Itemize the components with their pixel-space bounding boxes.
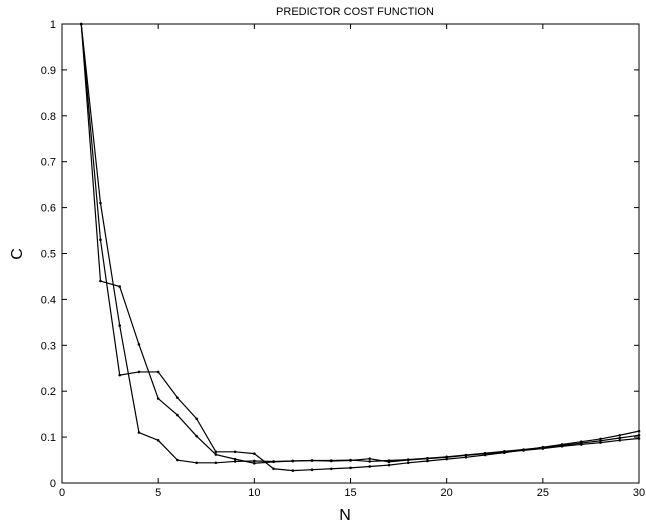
y-axis-label: C bbox=[9, 248, 26, 260]
data-point bbox=[291, 469, 295, 472]
data-point bbox=[464, 454, 468, 457]
data-point bbox=[368, 457, 372, 460]
data-point bbox=[176, 458, 179, 462]
data-point bbox=[99, 279, 102, 283]
data-point bbox=[137, 370, 141, 374]
data-point bbox=[560, 443, 564, 446]
data-point bbox=[599, 441, 602, 444]
data-point bbox=[426, 459, 429, 463]
y-axis: 0 0.1 0.2 0.3 0.4 0.5 0.6 0.7 0.8 0.9 1 bbox=[41, 19, 639, 490]
data-point bbox=[464, 455, 468, 459]
data-point bbox=[176, 396, 179, 399]
series-line-1 bbox=[80, 23, 640, 464]
y-tick-label: 0.7 bbox=[41, 157, 56, 169]
data-point bbox=[618, 433, 622, 437]
x-tick-label: 20 bbox=[441, 487, 453, 499]
data-point bbox=[195, 434, 198, 438]
x-tick-label: 0 bbox=[59, 487, 65, 499]
x-axis-label: N bbox=[339, 507, 351, 523]
data-point bbox=[329, 467, 333, 471]
data-point bbox=[618, 436, 622, 440]
data-point bbox=[426, 457, 429, 460]
x-axis: 0 5 10 15 20 25 30 bbox=[59, 24, 645, 499]
data-point bbox=[599, 437, 602, 441]
data-point bbox=[233, 457, 237, 461]
series-line-2 bbox=[80, 23, 640, 464]
series-line-3 bbox=[80, 23, 640, 472]
data-point bbox=[560, 444, 564, 448]
y-tick-label: 0.8 bbox=[41, 111, 56, 123]
data-point bbox=[118, 373, 121, 377]
data-point bbox=[310, 468, 314, 471]
data-point bbox=[137, 343, 141, 346]
data-point bbox=[580, 440, 583, 443]
data-point bbox=[406, 458, 410, 462]
data-point bbox=[118, 285, 121, 288]
data-point bbox=[156, 397, 160, 400]
data-point bbox=[214, 450, 218, 454]
data-point bbox=[522, 448, 525, 452]
data-point bbox=[387, 463, 391, 467]
data-point bbox=[445, 455, 448, 459]
plot-area-frame bbox=[61, 23, 640, 484]
data-point bbox=[233, 460, 237, 463]
x-tick-label: 30 bbox=[633, 487, 645, 499]
x-tick-label: 25 bbox=[537, 487, 549, 499]
y-tick-label: 0 bbox=[50, 478, 56, 490]
data-point bbox=[637, 429, 641, 433]
series-layer bbox=[79, 22, 641, 472]
data-point bbox=[176, 413, 179, 417]
data-point bbox=[541, 445, 545, 449]
data-point bbox=[214, 461, 218, 465]
data-point bbox=[195, 417, 198, 421]
data-point bbox=[406, 461, 410, 465]
x-tick-label: 10 bbox=[248, 487, 260, 499]
y-tick-label: 0.5 bbox=[41, 249, 56, 261]
data-point bbox=[99, 238, 102, 242]
data-point bbox=[118, 324, 121, 327]
chart-title: PREDICTOR COST FUNCTION bbox=[276, 6, 434, 18]
data-point bbox=[156, 370, 160, 374]
data-point bbox=[253, 452, 256, 455]
y-tick-label: 0.4 bbox=[41, 294, 56, 306]
data-point bbox=[580, 443, 583, 446]
data-point bbox=[214, 453, 218, 456]
data-point bbox=[156, 439, 160, 442]
data-point bbox=[445, 457, 448, 461]
data-point bbox=[483, 453, 487, 457]
x-tick-label: 15 bbox=[344, 487, 356, 499]
y-tick-label: 1 bbox=[50, 19, 56, 31]
x-tick-label: 5 bbox=[155, 487, 161, 499]
data-point bbox=[272, 467, 275, 471]
data-point bbox=[387, 460, 391, 464]
data-point bbox=[329, 459, 333, 463]
data-point bbox=[195, 461, 198, 465]
data-point bbox=[137, 431, 141, 434]
data-point bbox=[310, 459, 314, 462]
data-point bbox=[233, 450, 237, 454]
data-point bbox=[618, 439, 622, 442]
data-point bbox=[637, 437, 641, 440]
y-tick-label: 0.6 bbox=[41, 203, 56, 215]
data-point bbox=[637, 433, 641, 437]
data-point bbox=[99, 201, 102, 205]
data-point bbox=[79, 22, 83, 26]
data-point bbox=[503, 451, 506, 455]
data-point bbox=[291, 459, 295, 463]
data-point bbox=[368, 465, 372, 468]
y-tick-label: 0.1 bbox=[41, 432, 56, 444]
data-point bbox=[349, 466, 352, 470]
y-tick-label: 0.2 bbox=[41, 386, 56, 398]
data-point bbox=[368, 460, 372, 463]
data-point bbox=[349, 459, 352, 462]
data-point bbox=[272, 460, 275, 463]
data-point bbox=[253, 459, 256, 463]
y-tick-label: 0.3 bbox=[41, 340, 56, 352]
data-point bbox=[599, 439, 602, 443]
data-point bbox=[253, 461, 256, 465]
y-tick-label: 0.9 bbox=[41, 65, 56, 77]
